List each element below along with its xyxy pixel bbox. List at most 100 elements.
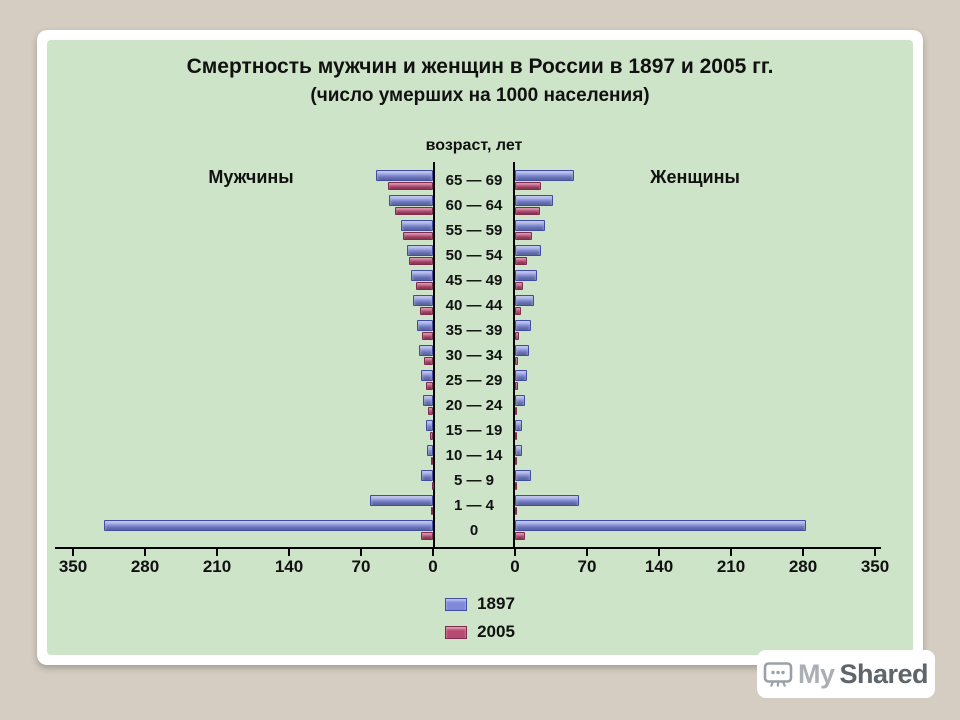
bar-women-1897 — [515, 295, 534, 306]
bar-men-2005 — [431, 482, 434, 490]
bar-women-2005 — [515, 382, 519, 390]
axis-tick-right — [874, 549, 876, 556]
bar-women-2005 — [515, 457, 517, 465]
bar-women-2005 — [515, 532, 526, 540]
bar-women-2005 — [515, 432, 518, 440]
bar-women-2005 — [515, 257, 528, 265]
axis-tick-label-right: 350 — [860, 557, 890, 576]
bar-women-1897 — [515, 245, 541, 256]
age-axis-label: возраст, лет — [425, 137, 523, 154]
legend-label-2005: 2005 — [477, 622, 515, 641]
bar-men-1897 — [422, 395, 433, 406]
bar-women-2005 — [515, 232, 533, 240]
bar-women-2005 — [515, 357, 519, 365]
age-group-label: 45 — 49 — [445, 272, 503, 289]
axis-tick-label-right: 0 — [510, 557, 520, 576]
bar-men-1897 — [370, 495, 433, 506]
axis-tick-label-right: 140 — [644, 557, 674, 576]
bar-women-1897 — [515, 370, 528, 381]
axis-tick-label-left: 0 — [428, 557, 438, 576]
bar-men-2005 — [429, 432, 433, 440]
bar-men-1897 — [426, 445, 433, 456]
age-group-label: 15 — 19 — [445, 422, 503, 439]
bar-men-2005 — [419, 307, 433, 315]
age-group-label: 20 — 24 — [445, 397, 503, 414]
age-group-label: 65 — 69 — [445, 172, 503, 189]
bar-women-2005 — [515, 307, 522, 315]
axis-tick-right — [586, 549, 588, 556]
women-group-label: Женщины — [650, 167, 740, 187]
bar-men-2005 — [421, 332, 433, 340]
axis-tick-label-right: 280 — [788, 557, 818, 576]
axis-tick-left — [72, 549, 74, 556]
bar-men-1897 — [425, 420, 433, 431]
bar-men-2005 — [394, 207, 433, 215]
bar-men-2005 — [430, 507, 433, 515]
x-axis-line — [55, 547, 881, 549]
legend-item-1897: 1897 — [445, 594, 515, 614]
axis-tick-right — [514, 549, 516, 556]
projector-screen-icon — [763, 661, 793, 687]
bar-women-1897 — [515, 445, 523, 456]
chart-legend: 1897 2005 — [0, 594, 960, 642]
bar-men-1897 — [407, 245, 433, 256]
bar-women-1897 — [515, 345, 530, 356]
age-group-label: 0 — [469, 522, 479, 539]
bar-men-2005 — [403, 232, 433, 240]
bar-women-1897 — [515, 270, 537, 281]
bar-men-2005 — [425, 382, 433, 390]
bar-men-2005 — [409, 257, 433, 265]
bar-men-1897 — [420, 370, 433, 381]
axis-tick-left — [432, 549, 434, 556]
watermark-text-shared: Shared — [839, 658, 929, 689]
axis-tick-label-left: 210 — [202, 557, 232, 576]
legend-item-2005: 2005 — [445, 622, 515, 642]
axis-tick-left — [288, 549, 290, 556]
chart-title: Смертность мужчин и женщин в России в 18… — [186, 55, 774, 78]
bar-men-1897 — [420, 470, 433, 481]
age-group-label: 5 — 9 — [453, 472, 495, 489]
chart-area — [47, 40, 913, 655]
axis-tick-label-left: 140 — [274, 557, 304, 576]
age-group-label: 55 — 59 — [445, 222, 503, 239]
watermark-text-my: My — [798, 658, 835, 689]
bar-men-2005 — [427, 407, 433, 415]
bar-women-1897 — [515, 220, 545, 231]
bar-men-1897 — [418, 345, 433, 356]
bar-women-2005 — [515, 282, 524, 290]
bar-men-2005 — [423, 357, 433, 365]
chart-subtitle: (число умерших на 1000 населения) — [310, 85, 650, 106]
age-group-label: 60 — 64 — [445, 197, 503, 214]
bar-women-2005 — [515, 207, 540, 215]
myshared-logo[interactable]: My Shared — [757, 650, 935, 698]
axis-tick-label-right: 70 — [577, 557, 597, 576]
axis-tick-left — [360, 549, 362, 556]
legend-swatch-1897 — [445, 597, 468, 611]
axis-tick-left — [216, 549, 218, 556]
bar-men-1897 — [376, 170, 433, 181]
age-group-label: 35 — 39 — [445, 322, 503, 339]
axis-tick-label-left: 70 — [351, 557, 371, 576]
axis-tick-label-left: 280 — [130, 557, 160, 576]
age-group-label: 10 — 14 — [445, 447, 503, 464]
age-group-label: 25 — 29 — [445, 372, 503, 389]
bar-women-2005 — [515, 407, 518, 415]
legend-swatch-2005 — [445, 625, 468, 639]
bar-men-1897 — [411, 270, 433, 281]
axis-tick-left — [144, 549, 146, 556]
age-group-label: 40 — 44 — [445, 297, 503, 314]
bar-women-1897 — [515, 495, 579, 506]
bar-women-2005 — [515, 182, 541, 190]
legend-label-1897: 1897 — [477, 594, 515, 613]
bar-men-2005 — [415, 282, 433, 290]
men-group-label: Мужчины — [208, 167, 294, 187]
axis-tick-right — [730, 549, 732, 556]
bar-men-1897 — [388, 195, 433, 206]
bar-women-2005 — [515, 482, 517, 490]
bar-men-2005 — [430, 457, 433, 465]
zero-axis-line-right — [513, 162, 515, 549]
age-group-label: 30 — 34 — [445, 347, 503, 364]
bar-women-1897 — [515, 395, 526, 406]
